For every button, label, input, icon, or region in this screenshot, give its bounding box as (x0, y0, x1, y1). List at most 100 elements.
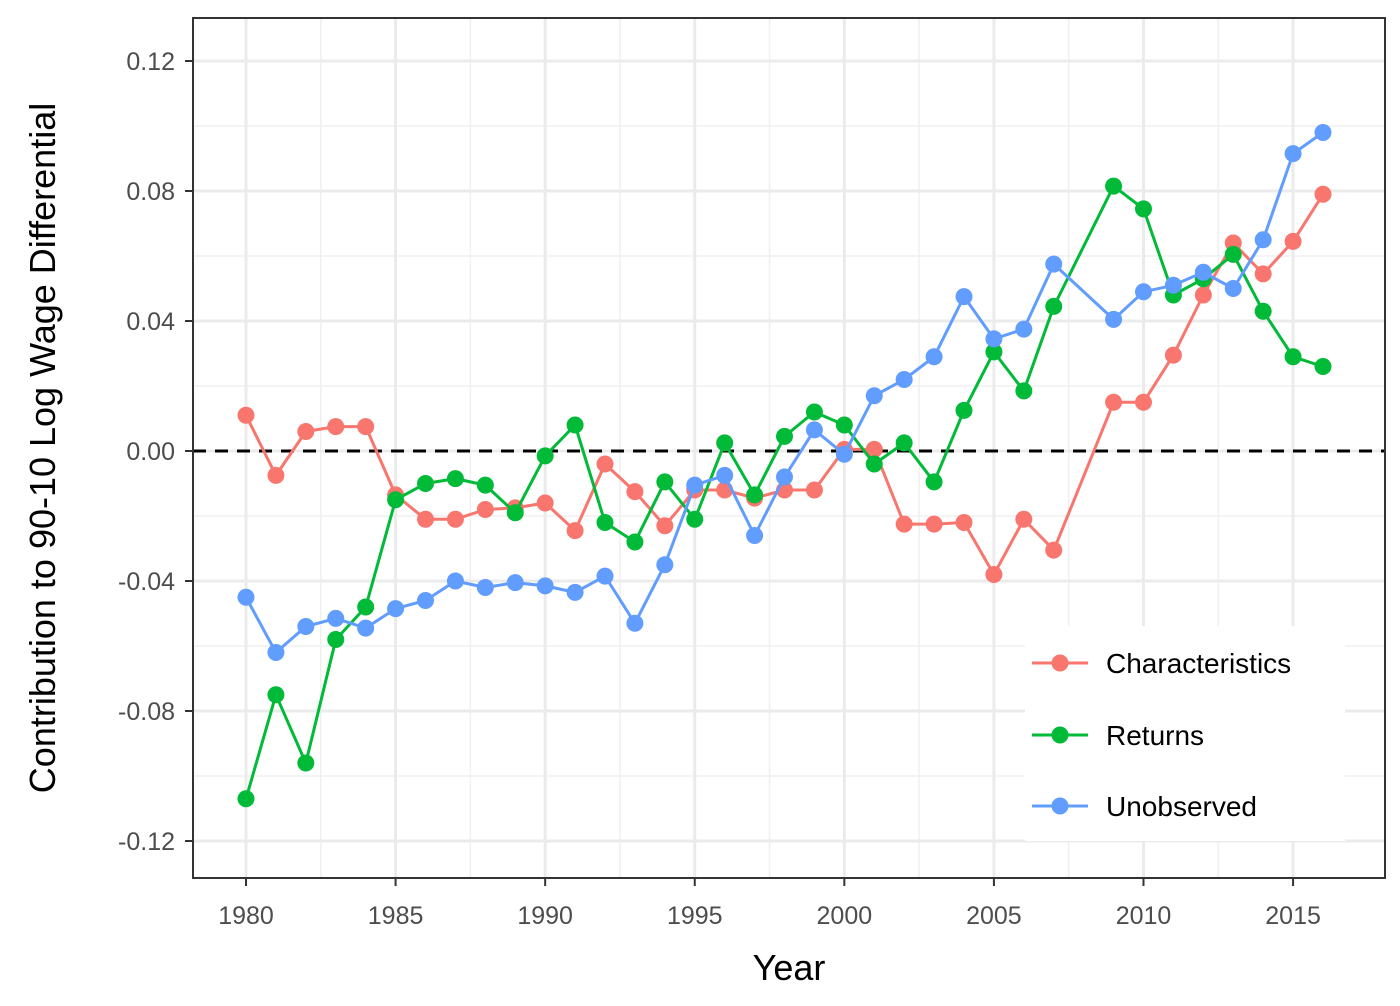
data-point-unobserved (895, 371, 913, 388)
data-point-returns (835, 416, 853, 434)
legend: Characteristics Returns Unobserved (1025, 626, 1345, 841)
data-point-returns (1045, 297, 1063, 315)
data-point-characteristics (237, 406, 255, 424)
plot-panel-border (192, 17, 1386, 879)
data-point-returns (955, 401, 973, 419)
data-point-unobserved (237, 588, 255, 606)
data-point-unobserved (1015, 320, 1033, 338)
data-point-unobserved (1284, 145, 1302, 163)
data-point-unobserved (387, 600, 405, 618)
series-unobserved (237, 124, 1332, 661)
data-point-characteristics (476, 501, 494, 518)
data-point-returns (237, 790, 255, 808)
data-point-unobserved (476, 579, 494, 596)
series-line-unobserved (244, 131, 1324, 654)
data-point-unobserved (716, 466, 734, 484)
data-point-unobserved (1224, 280, 1242, 297)
data-point-unobserved (805, 421, 823, 439)
data-point-unobserved (1135, 283, 1152, 301)
data-point-returns (566, 416, 584, 434)
data-point-characteristics (357, 418, 375, 436)
minor-gridlines (193, 18, 1385, 878)
data-point-unobserved (506, 574, 524, 592)
y-tick-label: 0.00 (126, 438, 175, 466)
series-returns (237, 177, 1332, 808)
data-point-unobserved (835, 445, 853, 463)
x-tick-label: 2015 (1265, 902, 1321, 930)
data-point-returns (1314, 358, 1332, 375)
data-point-returns (327, 631, 345, 648)
data-point-unobserved (1254, 231, 1272, 249)
data-point-returns (596, 514, 614, 531)
data-point-characteristics (626, 483, 644, 501)
data-point-unobserved (417, 592, 434, 609)
y-axis-title: Contribution to 90-10 Log Wage Different… (22, 103, 63, 793)
data-point-returns (776, 427, 793, 445)
data-point-returns (1224, 245, 1242, 263)
x-tick-label: 2000 (817, 902, 873, 930)
data-point-unobserved (297, 618, 315, 635)
data-point-characteristics (1194, 286, 1212, 304)
data-point-returns (626, 533, 644, 551)
y-tick-label: 0.04 (126, 308, 175, 336)
data-point-characteristics (656, 517, 674, 535)
data-point-unobserved (985, 330, 1003, 348)
data-point-returns (716, 434, 734, 452)
data-point-unobserved (865, 387, 883, 405)
x-tick-label: 1980 (218, 902, 274, 930)
legend-item-characteristics: Characteristics (1032, 648, 1291, 679)
x-tick-label: 1990 (517, 902, 573, 930)
data-point-returns (1284, 348, 1302, 366)
legend-key-point (1051, 726, 1069, 744)
data-point-characteristics (297, 423, 315, 440)
data-point-returns (357, 598, 375, 616)
data-point-characteristics (596, 455, 614, 473)
data-point-unobserved (1164, 276, 1182, 294)
data-point-returns (297, 754, 315, 772)
data-point-characteristics (1164, 346, 1182, 364)
data-point-characteristics (446, 510, 464, 528)
data-point-returns (925, 473, 943, 491)
series-layer (237, 124, 1332, 808)
series-line-characteristics (244, 193, 1325, 576)
data-point-returns (536, 447, 554, 465)
data-point-characteristics (865, 440, 883, 458)
data-point-returns (1254, 302, 1272, 320)
data-point-unobserved (357, 619, 375, 637)
data-point-characteristics (1254, 265, 1272, 283)
data-point-returns (476, 476, 494, 494)
data-point-unobserved (536, 577, 554, 595)
data-point-characteristics (327, 418, 345, 436)
data-point-unobserved (1314, 124, 1332, 141)
data-point-returns (746, 486, 764, 504)
data-point-returns (656, 473, 674, 491)
data-point-unobserved (596, 567, 614, 585)
data-point-returns (985, 343, 1003, 361)
data-point-unobserved (955, 288, 973, 306)
legend-item-unobserved: Unobserved (1032, 791, 1257, 822)
data-point-unobserved (925, 348, 943, 366)
data-point-characteristics (955, 514, 973, 531)
data-point-characteristics (1105, 393, 1123, 411)
legend-key-point (1051, 797, 1069, 815)
y-tick-label: -0.12 (118, 828, 175, 856)
data-point-returns (1015, 382, 1033, 400)
data-point-unobserved (776, 468, 793, 486)
data-point-unobserved (746, 527, 764, 544)
data-point-returns (1105, 177, 1123, 195)
data-point-characteristics (566, 522, 584, 540)
data-point-unobserved (566, 583, 584, 601)
legend-label: Unobserved (1106, 791, 1257, 822)
data-point-returns (506, 504, 524, 522)
data-point-characteristics (805, 481, 823, 499)
data-point-unobserved (327, 609, 345, 627)
x-tick-label: 2010 (1116, 902, 1172, 930)
legend-item-returns: Returns (1032, 720, 1204, 751)
legend-label: Returns (1106, 720, 1204, 751)
data-point-characteristics (1045, 541, 1063, 559)
x-tick-label: 1985 (368, 902, 424, 930)
data-point-characteristics (1314, 185, 1332, 203)
data-point-characteristics (1015, 510, 1033, 528)
data-point-unobserved (656, 556, 674, 574)
data-point-unobserved (626, 614, 644, 632)
